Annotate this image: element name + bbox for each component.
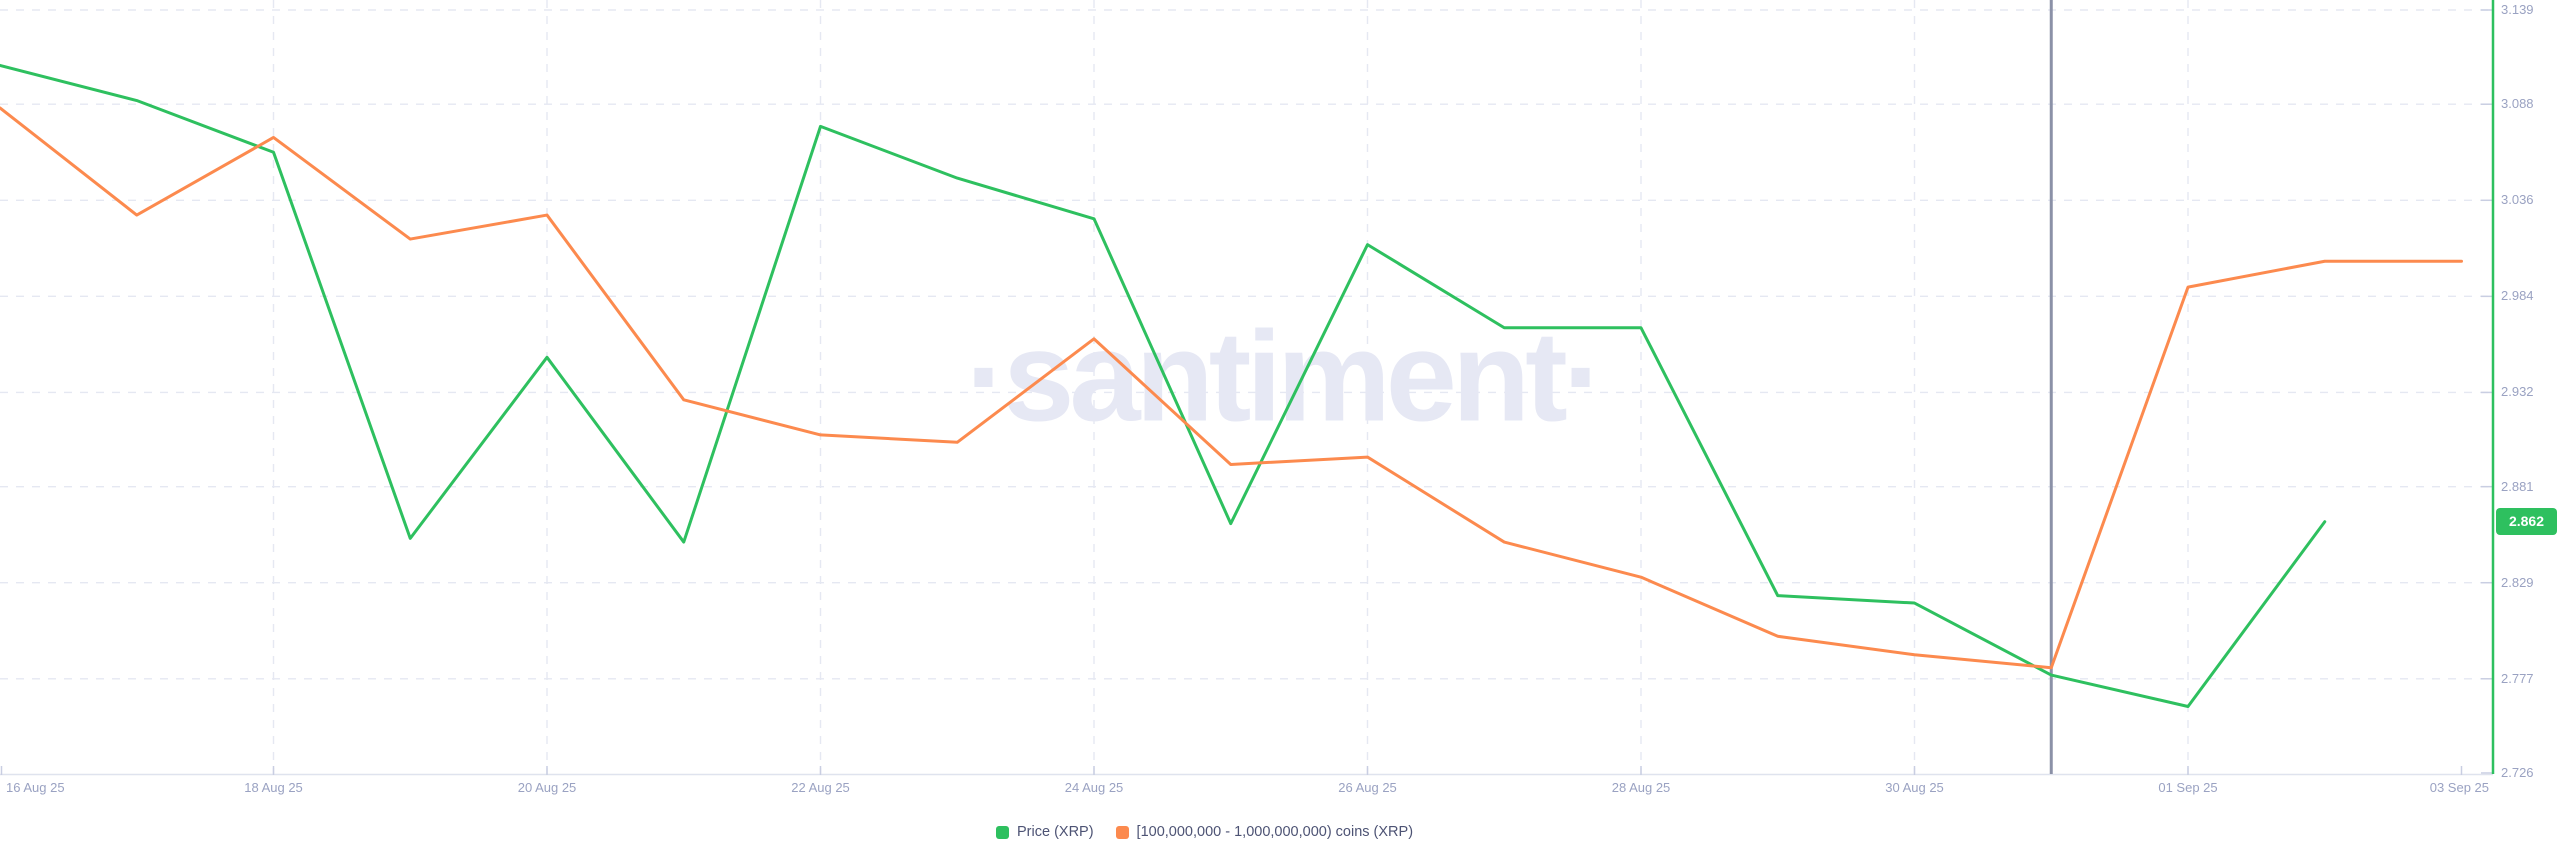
x-axis-tick-label: 20 Aug 25: [517, 780, 577, 795]
x-axis-tick-label: 24 Aug 25: [1064, 780, 1124, 795]
x-axis-tick-label: 01 Sep 25: [2158, 780, 2218, 795]
x-axis-tick-label: 26 Aug 25: [1338, 780, 1397, 795]
legend-item-price[interactable]: Price (XRP): [996, 824, 1094, 840]
x-axis-tick-label: 22 Aug 25: [791, 780, 850, 795]
x-axis-tick-label: 30 Aug 25: [1885, 780, 1944, 795]
y-axis-tick-label: 3.036: [2501, 192, 2534, 208]
legend-label-coins: [100,000,000 - 1,000,000,000) coins (XRP…: [1136, 824, 1414, 840]
legend-label-price: Price (XRP): [1017, 824, 1094, 840]
y-axis-tick-label: 2.726: [2501, 765, 2534, 780]
x-axis-tick-label: 03 Sep 25: [2429, 780, 2489, 795]
legend-item-coins[interactable]: [100,000,000 - 1,000,000,000) coins (XRP…: [1115, 824, 1414, 840]
y-axis-tick-label: 2.881: [2501, 478, 2534, 494]
y-axis-tick-label: 3.088: [2501, 96, 2534, 112]
y-axis-tick-label: 2.932: [2501, 384, 2534, 400]
x-axis-tick-label: 28 Aug 25: [1611, 780, 1671, 795]
price-series-line[interactable]: [0, 63, 2327, 708]
legend: Price (XRP) [100,000,000 - 1,000,000,000…: [996, 824, 1413, 840]
price-series-swatch-icon: [996, 825, 1009, 839]
coins-series-swatch-icon: [1115, 825, 1129, 839]
y-axis-tick-label: 2.984: [2501, 288, 2534, 304]
current-price-badge: 2.862: [2496, 508, 2557, 536]
x-axis-tick-label: 16 Aug 25: [6, 780, 65, 795]
coins-series-line[interactable]: [0, 106, 2463, 670]
y-axis-tick-label: 3.139: [2501, 2, 2534, 17]
y-axis-tick-label: 2.829: [2501, 574, 2534, 590]
y-axis-tick-label: 2.777: [2501, 670, 2534, 686]
x-axis-tick-label: 18 Aug 25: [244, 780, 303, 795]
